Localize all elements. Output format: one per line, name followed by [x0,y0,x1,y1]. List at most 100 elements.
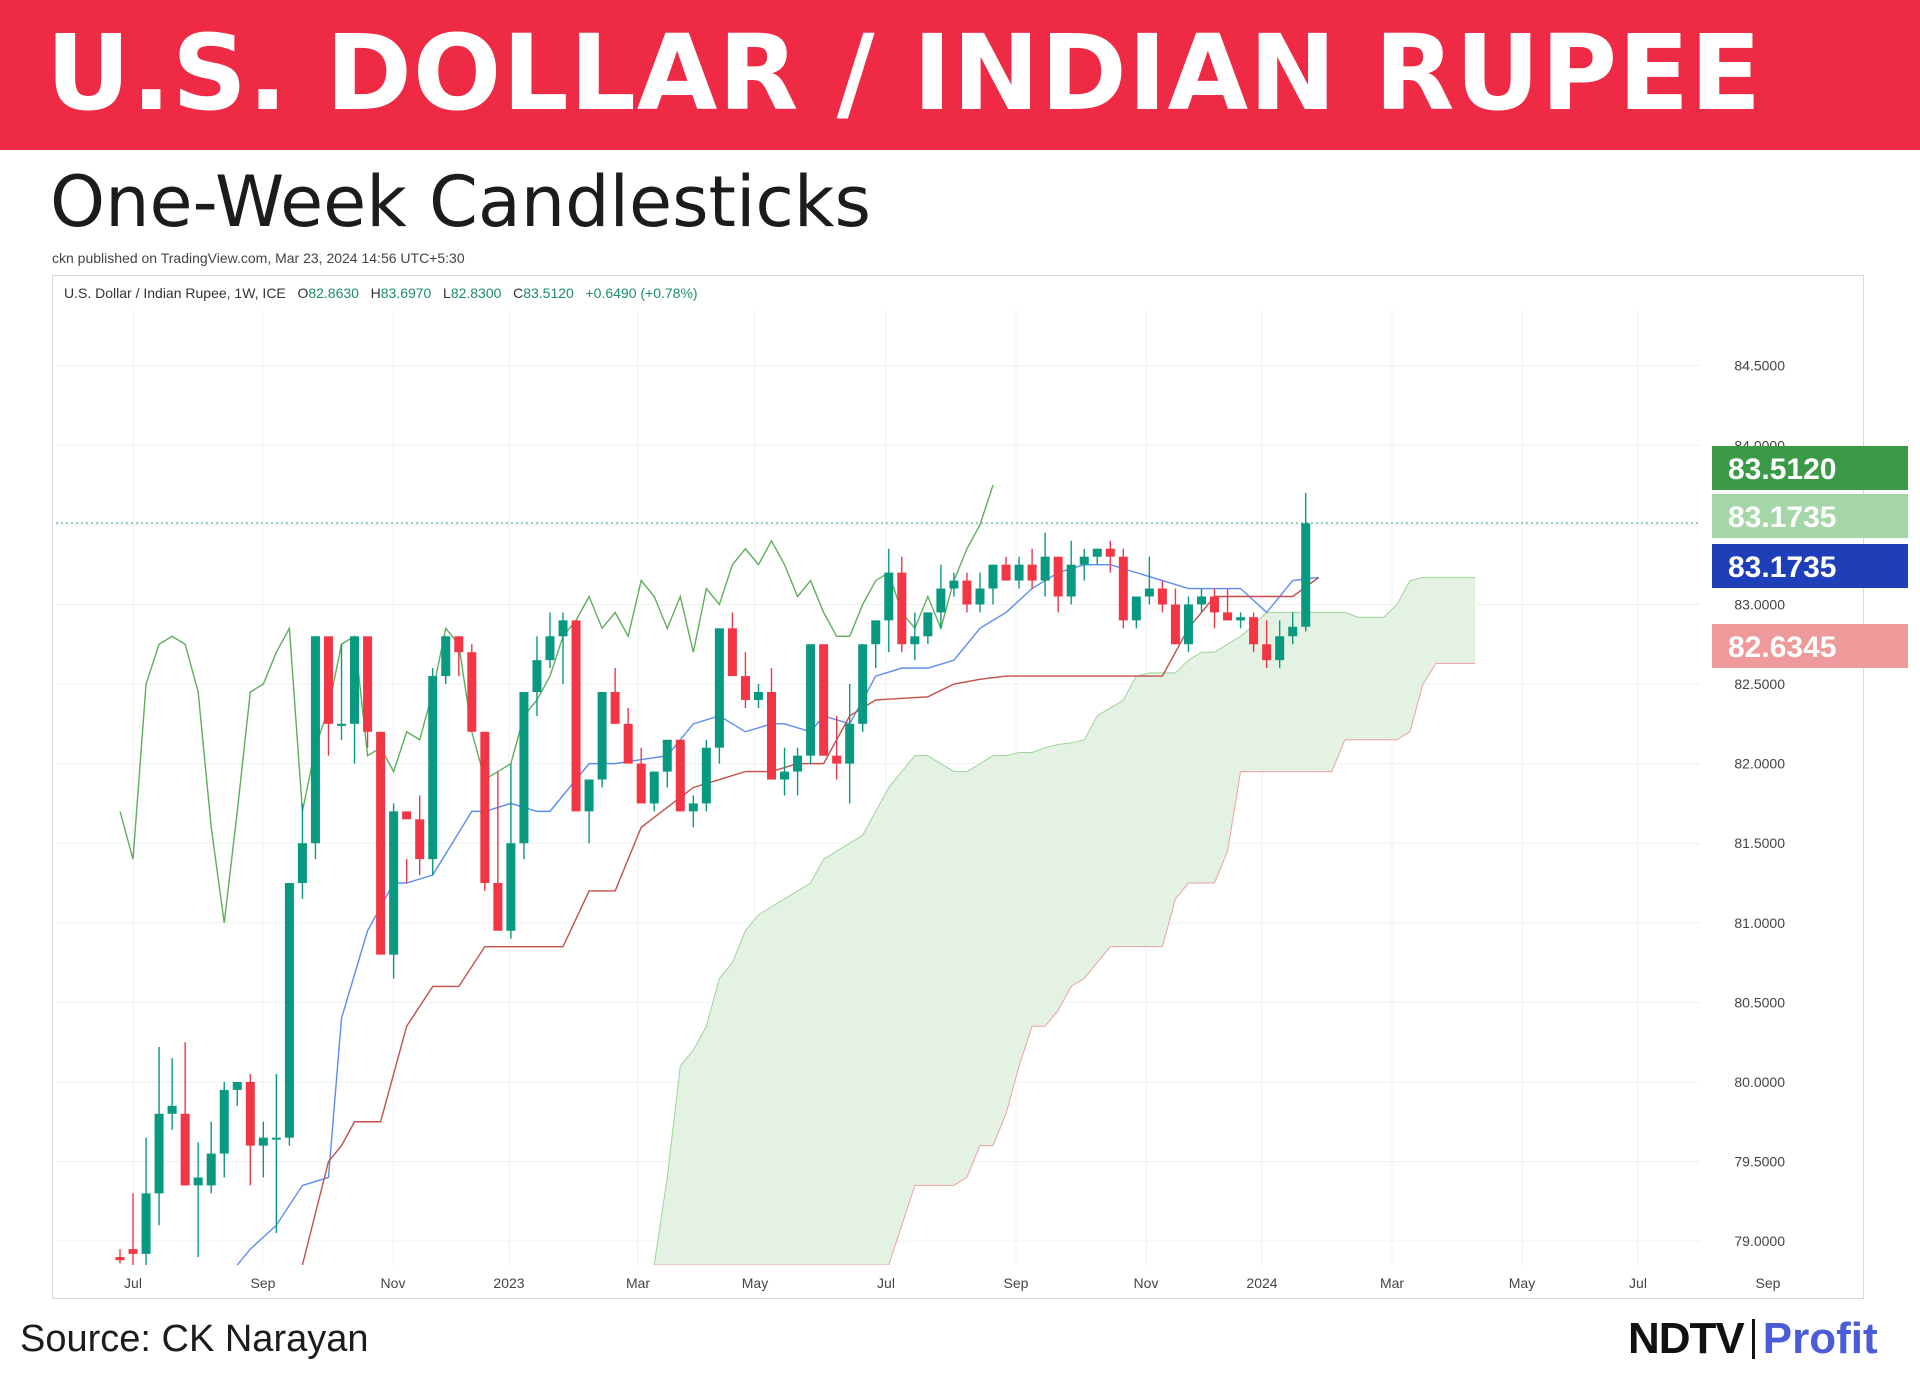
candle-body [884,572,894,621]
candle-body [988,564,998,589]
candle-body [1301,523,1311,627]
x-tick-label: May [742,1275,768,1291]
candle-body [610,692,620,724]
candle-body [323,636,333,724]
candle-body [389,811,399,955]
candle-body [1001,564,1011,581]
candle-body [871,620,881,645]
candle-body [454,636,464,653]
close-value: 83.5120 [523,285,574,301]
logo-divider [1751,1319,1755,1359]
candle-body [753,692,763,700]
candle-body [767,692,776,780]
candle-body [740,676,750,700]
x-tick-label: Nov [1134,1275,1159,1291]
x-tick-label: Nov [381,1275,406,1291]
candle-body [1144,588,1154,597]
source-credit: Source: CK Narayan [20,1318,369,1360]
title-banner: U.S. DOLLAR / INDIAN RUPEE [0,0,1920,150]
candle-body [467,652,477,732]
candle-body [780,771,790,780]
x-tick-label: Jul [877,1275,895,1291]
x-tick-label: Mar [626,1275,650,1291]
candle-body [832,755,842,764]
lagging-line [119,484,994,923]
candle-body [1131,596,1141,621]
candle-body [128,1249,138,1254]
chart-frame [52,275,1864,1299]
candle-body [1027,564,1037,581]
candle-body [1157,588,1167,605]
cloud-upper-line [653,576,1476,1265]
ichimoku-cloud [654,577,1476,1265]
candle-body [675,739,685,812]
candle-body [545,636,555,661]
candle-body [662,739,672,772]
candle-body [1092,548,1102,557]
candle-body [1262,644,1272,661]
y-tick-label: 81.0000 [1734,915,1785,931]
candle-body [1014,564,1024,581]
candle-body [714,628,724,748]
candle-body [219,1089,229,1154]
candle-body [623,723,633,764]
candle-body [845,723,855,764]
candle-body [506,843,516,931]
price-label-box [1712,544,1908,588]
candle-body [806,644,816,756]
candle-body [727,628,737,677]
low-label: L [443,285,451,301]
candle-body [1066,564,1076,597]
candle-body [428,676,438,860]
candle-body [1249,617,1259,645]
symbol-label: U.S. Dollar / Indian Rupee, 1W, ICE [64,285,286,301]
candle-body [1288,626,1298,637]
published-note: ckn published on TradingView.com, Mar 23… [52,250,465,266]
x-tick-label: Jul [124,1275,142,1291]
candle-body [701,747,711,804]
candle-body [649,771,659,804]
candle-body [193,1177,203,1186]
candle-body [1040,556,1050,581]
candle-body [584,779,594,812]
logo-ndtv: NDTV [1628,1314,1745,1363]
candle-body [206,1153,216,1186]
y-tick-label: 79.0000 [1734,1233,1785,1249]
candle-body [1196,596,1206,605]
candle-body [402,811,412,820]
ohlc-legend: U.S. Dollar / Indian Rupee, 1W, ICE O 82.… [64,285,698,301]
candle-body [936,588,946,613]
candle-body [910,636,920,645]
plot-area [56,310,1700,1265]
candle-body [1210,596,1220,613]
x-tick-label: May [1509,1275,1535,1291]
candle-body [167,1105,177,1114]
y-tick-label: 80.5000 [1734,994,1785,1010]
candle-body [688,803,698,812]
candle-body [1105,548,1115,557]
candle-body [245,1081,255,1146]
price-label-box [1712,624,1908,668]
price-label-text: 83.1735 [1728,501,1836,534]
candle-body [232,1081,242,1090]
low-value: 82.8300 [450,285,502,301]
candle-body [1118,556,1128,621]
change-value: +0.6490 (+0.78%) [585,285,698,301]
candle-body [1079,556,1089,565]
candle-body [519,692,529,844]
high-value: 83.6970 [380,285,432,301]
candle-body [975,588,985,605]
candle-body [180,1113,190,1186]
candle-body [1170,604,1180,645]
x-tick-label: Jul [1629,1275,1647,1291]
x-tick-label: Sep [251,1275,276,1291]
price-label-text: 83.5120 [1728,453,1836,486]
candle-body [350,636,360,724]
candle-body [271,1137,281,1140]
y-tick-label: 81.5000 [1734,835,1785,851]
open-label: O [297,285,309,301]
candle-body [793,755,803,772]
candle-body [493,883,503,931]
price-label-text: 83.1735 [1728,551,1836,584]
